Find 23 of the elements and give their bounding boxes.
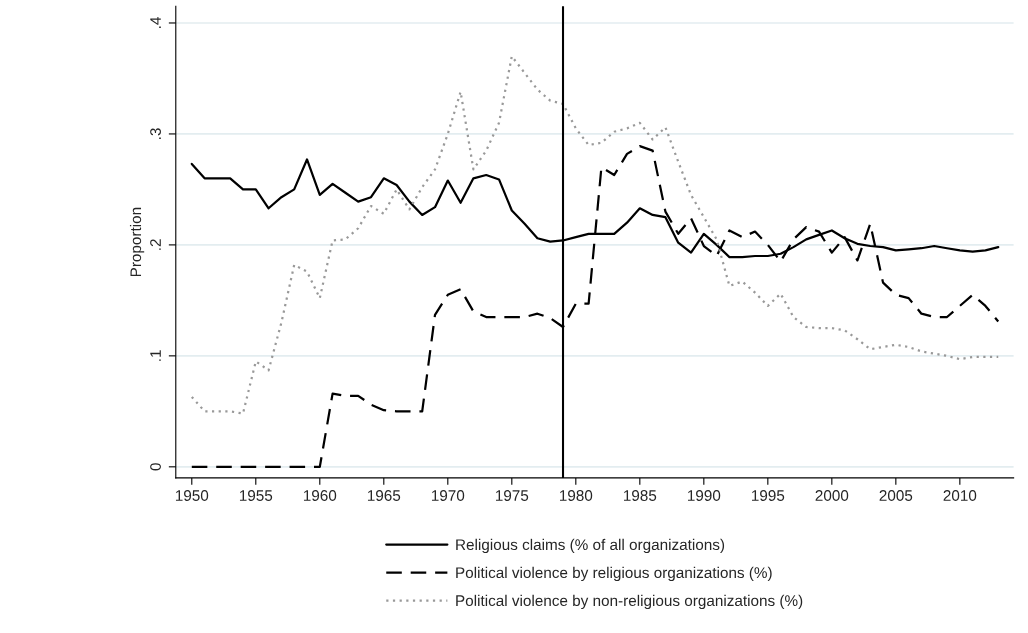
legend-label: Religious claims (% of all organizations) bbox=[456, 538, 725, 554]
x-tick-label: 1995 bbox=[752, 490, 785, 501]
y-tick-label: .3 bbox=[150, 128, 161, 139]
legend-label: Political violence by religious organizations (%) bbox=[456, 566, 772, 582]
x-tick-label: 1960 bbox=[303, 490, 337, 501]
x-tick-label: 2000 bbox=[815, 490, 849, 501]
x-tick-label: 1980 bbox=[559, 490, 593, 501]
x-tick-label: 2005 bbox=[879, 490, 913, 501]
x-tick-label: 1950 bbox=[175, 490, 209, 501]
x-tick-label: 1985 bbox=[623, 490, 657, 501]
x-tick-label: 1965 bbox=[367, 490, 401, 501]
y-tick-label: .1 bbox=[150, 350, 161, 361]
x-tick-label: 1955 bbox=[239, 490, 273, 501]
y-axis-title: Proportion bbox=[129, 207, 145, 277]
y-tick-label: .4 bbox=[150, 17, 161, 28]
x-tick-label: 1975 bbox=[495, 490, 529, 501]
x-tick-label: 2010 bbox=[943, 490, 977, 501]
legend-label: Political violence by non-religious organizations (%) bbox=[456, 594, 803, 610]
x-tick-label: 1990 bbox=[688, 490, 721, 501]
x-tick-label: 1970 bbox=[431, 490, 465, 501]
y-tick-label: 0 bbox=[150, 463, 161, 471]
y-tick-label: .2 bbox=[150, 239, 161, 250]
line-series bbox=[190, 55, 1000, 415]
